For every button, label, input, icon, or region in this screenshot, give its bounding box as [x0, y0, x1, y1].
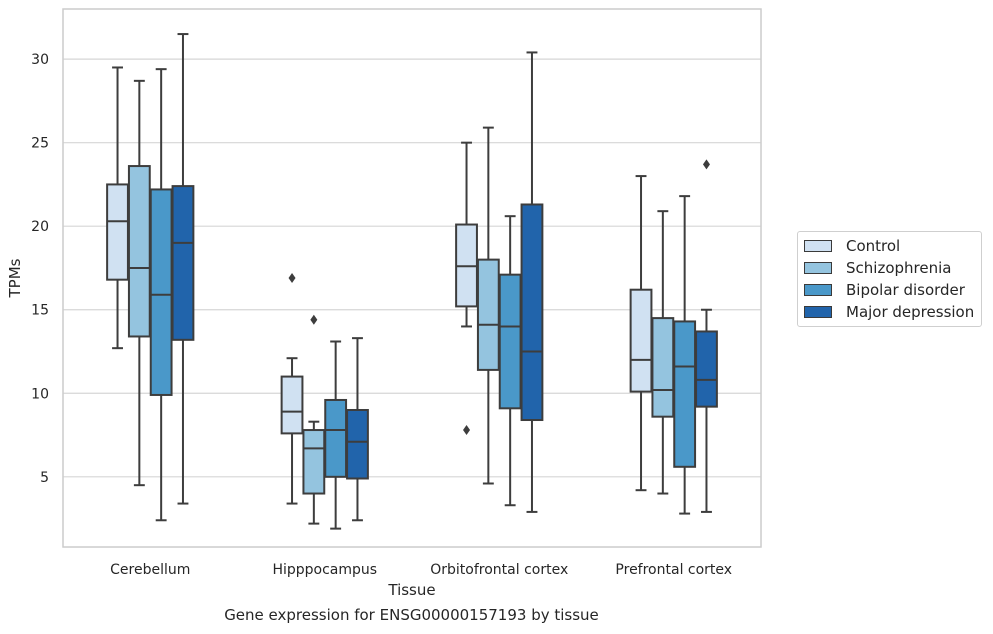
box-iqr [520, 203, 544, 422]
box-iqr [498, 273, 522, 410]
legend-swatch-major-depression [804, 306, 832, 318]
x-tick-label: Orbitofrontal cortex [430, 562, 568, 578]
legend-item-schizophrenia: Schizophrenia [804, 258, 951, 278]
box-groups [106, 33, 718, 530]
y-tick-labels: 5 10 15 20 25 30 [31, 52, 49, 486]
box-group [106, 33, 195, 522]
box-iqr [324, 398, 348, 478]
box [498, 215, 522, 507]
box [455, 141, 478, 436]
box-iqr [346, 408, 369, 480]
legend-item-major-depression: Major depression [804, 302, 974, 322]
y-axis-label: TPMs [6, 258, 24, 298]
box-iqr [629, 288, 653, 393]
box [476, 126, 500, 485]
box-iqr [280, 375, 304, 435]
legend-swatch-bipolar-disorder [804, 284, 832, 296]
legend: Control Schizophrenia Bipolar disorder M… [797, 231, 982, 327]
box-iqr [695, 330, 718, 408]
outlier-point [702, 159, 710, 170]
box [149, 68, 173, 522]
x-tick-label: Prefrontal cortex [615, 562, 732, 578]
box-iqr [302, 429, 326, 495]
box-iqr [127, 165, 151, 338]
x-tick-label: Hipppocampus [272, 562, 377, 578]
box-group [629, 159, 718, 515]
box [171, 33, 195, 505]
box-group [455, 51, 544, 513]
x-axis-label: Tissue [387, 581, 435, 599]
chart-caption: Gene expression for ENSG00000157193 by t… [224, 606, 599, 624]
box-iqr [651, 317, 675, 418]
box [651, 210, 675, 495]
x-tick-labels: Cerebellum Hipppocampus Orbitofrontal cort… [110, 562, 732, 578]
legend-swatch-control [804, 240, 832, 252]
box [106, 66, 129, 350]
box [280, 273, 304, 505]
box-iqr [476, 258, 500, 371]
box [127, 79, 151, 487]
legend-label-bipolar-disorder: Bipolar disorder [846, 281, 965, 299]
y-tick-label: 10 [31, 386, 49, 402]
box-iqr [106, 183, 129, 281]
outlier-point [288, 273, 296, 283]
box [520, 51, 544, 513]
box [302, 314, 326, 525]
box [695, 159, 718, 513]
legend-swatch-schizophrenia [804, 262, 832, 274]
plot-frame [62, 8, 762, 548]
y-tick-label: 20 [31, 219, 49, 235]
legend-label-major-depression: Major depression [846, 303, 975, 321]
legend-item-control: Control [804, 236, 900, 256]
legend-label-schizophrenia: Schizophrenia [846, 259, 952, 277]
legend-label-control: Control [846, 237, 901, 255]
box [629, 175, 653, 492]
outlier-point [463, 425, 471, 436]
y-tick-label: 15 [31, 303, 49, 319]
box-iqr [149, 188, 173, 396]
box [324, 340, 348, 530]
y-tick-label: 5 [40, 470, 49, 486]
box-group [280, 273, 369, 530]
y-tick-label: 25 [31, 136, 49, 152]
box [673, 195, 697, 515]
y-tick-label: 30 [31, 52, 49, 68]
box-iqr [171, 185, 195, 341]
outlier-point [310, 314, 318, 325]
x-tick-label: Cerebellum [110, 562, 190, 578]
box [346, 337, 369, 522]
box-iqr [673, 320, 697, 468]
legend-item-bipolar-disorder: Bipolar disorder [804, 280, 965, 300]
